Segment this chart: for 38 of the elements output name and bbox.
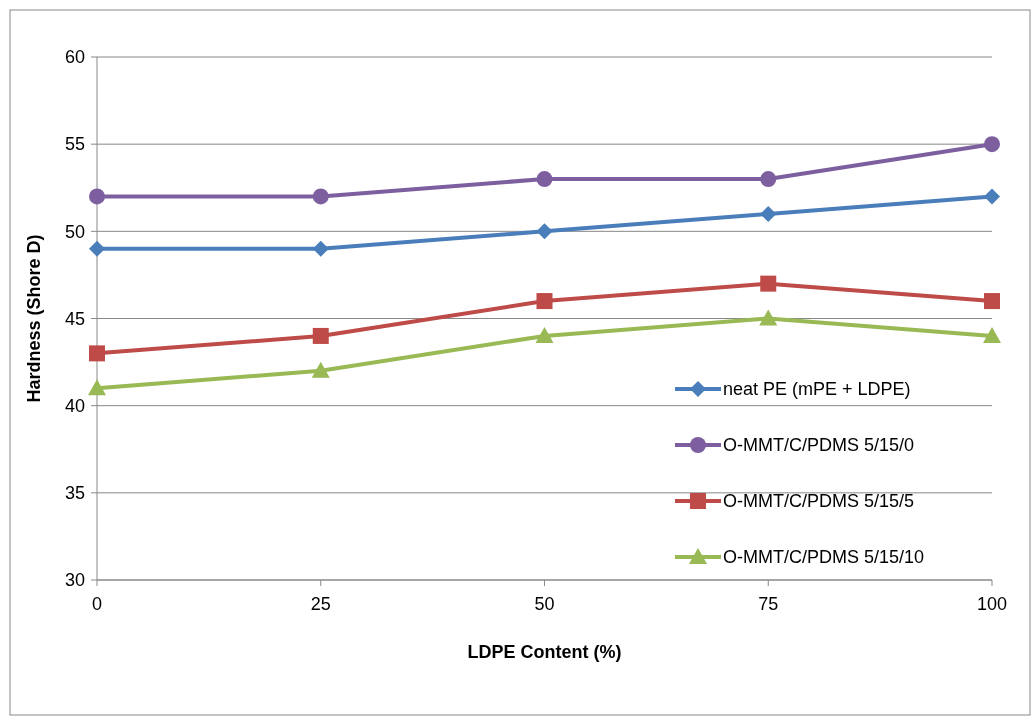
y-tick-label: 50 [64,221,85,242]
point [984,136,1000,153]
y-axis-title: Hardness (Shore D) [24,234,44,403]
y-tick-label: 55 [64,134,85,155]
y-tick-label: 35 [64,483,85,504]
point [983,326,1001,343]
point [89,188,105,205]
point [88,379,106,396]
point [89,240,105,257]
point [536,171,553,188]
point [760,171,777,188]
point [89,345,105,362]
x-tick-label: 100 [976,594,1008,614]
x-tick-label: 50 [534,594,555,614]
point [312,327,329,344]
point [536,293,553,310]
point [760,275,777,292]
legend-label: neat PE (mPE + LDPE) [723,379,911,400]
point [536,223,553,240]
legend-label: O-MMT/C/PDMS 5/15/0 [723,435,915,456]
point [535,326,554,343]
x-tick-label: 75 [758,594,779,614]
point [984,188,1000,205]
y-tick-label: 45 [64,308,85,329]
x-axis-title: LDPE Content (%) [467,642,622,662]
legend-label: O-MMT/C/PDMS 5/15/5 [723,491,915,512]
point [984,293,1000,310]
y-tick-label: 40 [64,395,85,416]
point [759,309,778,326]
point [312,240,329,257]
point [760,205,777,222]
x-tick-label: 0 [91,594,103,614]
legend-label: O-MMT/C/PDMS 5/15/10 [723,547,925,568]
y-tick-label: 60 [64,47,85,68]
point [312,188,329,205]
x-tick-label: 25 [310,594,331,614]
y-tick-label: 30 [64,570,85,591]
point [311,361,330,378]
